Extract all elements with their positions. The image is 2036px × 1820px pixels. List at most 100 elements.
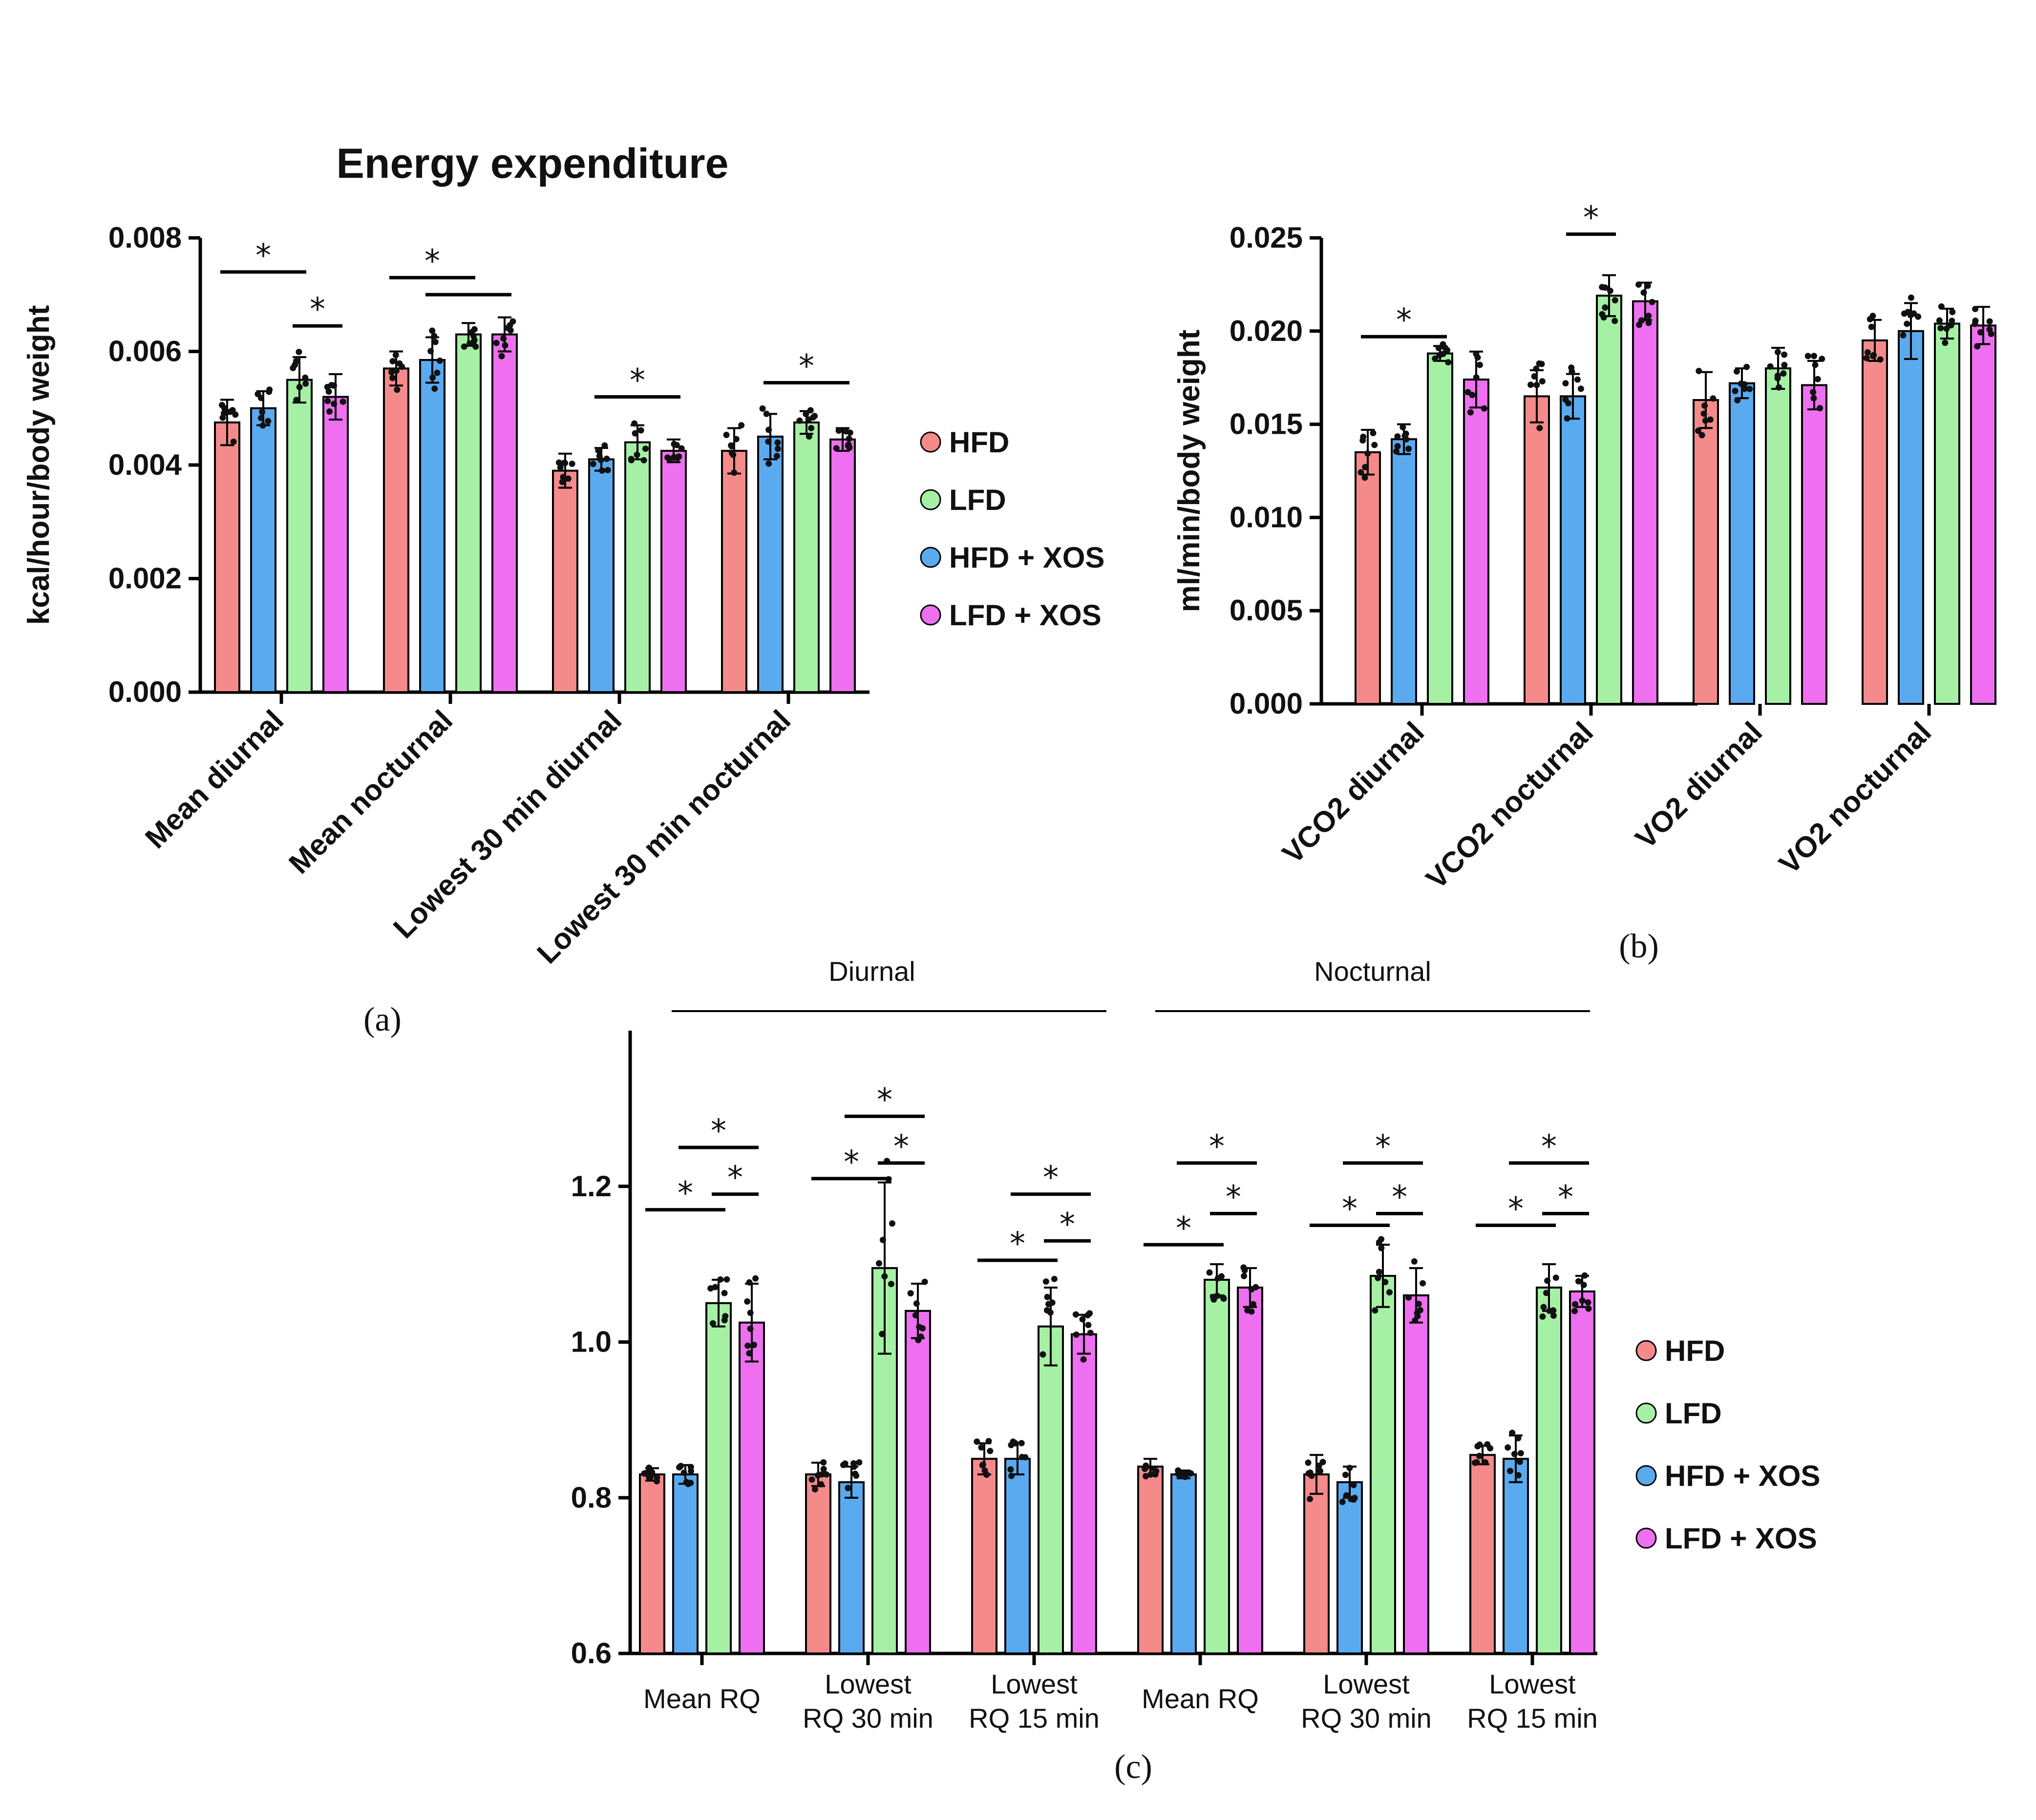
chart-c-data-point [1305,1459,1312,1466]
chart-b-data-point [1565,400,1571,407]
chart-b-data-point [1741,385,1748,392]
chart-c-data-point [1585,1299,1591,1306]
chart-b-data-point [1810,395,1817,402]
chart-c-data-point [820,1459,827,1466]
chart-c-data-point [842,1460,848,1467]
chart-b-data-point [1977,329,1984,336]
chart-c-data-point [1022,1454,1029,1460]
chart-c-data-point [1507,1467,1514,1474]
chart-c-data-point [1018,1440,1025,1447]
chart-c-data-point [1411,1258,1418,1265]
chart-a-data-point [434,369,441,376]
chart-b-data-point [1564,415,1570,422]
chart-a-data-point [590,461,596,467]
chart-a-data-point [631,420,638,427]
chart-c-significance-star: * [1342,1191,1357,1227]
chart-c-data-point [752,1275,759,1282]
chart-b-data-point [1732,387,1739,394]
chart-c-data-point [1317,1467,1324,1474]
chart-c-category-label: Lowest RQ 30 min [803,1669,933,1734]
chart-c-data-point [881,1273,888,1280]
chart-c-y-tick-label: 0.6 [571,1637,612,1670]
chart-c-data-point [1579,1297,1586,1304]
chart-a-data-point [601,442,608,449]
chart-b-data-point [1393,448,1400,455]
chart-c-data-point [1350,1481,1357,1488]
chart-c-data-point [649,1469,656,1476]
chart-b-data-point [1371,442,1378,448]
chart-b-data-point [1804,353,1811,360]
chart-c-data-point [1182,1473,1188,1480]
chart-a-data-point [560,474,567,481]
chart-b-data-point [1900,332,1907,339]
chart-a-data-point [678,445,685,452]
chart-b-data-point [1635,281,1642,288]
chart-c-data-point [1250,1301,1256,1308]
chart-a-data-point [565,475,572,482]
chart-b-data-point [1707,416,1714,423]
chart-b-data-point [1743,363,1750,370]
chart-c-data-point [1147,1471,1154,1478]
chart-b-data-point [1612,297,1618,304]
chart-c-data-point [1039,1351,1046,1358]
chart-b-data-point [1474,354,1481,361]
chart-a-bar-lfd-xos [660,449,687,693]
chart-a-data-point [561,460,568,466]
chart-c-data-point [709,1320,716,1327]
chart-a-data-point [569,461,575,467]
chart-a-data-point [733,436,740,443]
panel-label-c: (c) [1114,1748,1152,1786]
chart-c-data-point [1571,1308,1578,1314]
chart-c-data-point [811,1486,818,1493]
chart-b-bar-hfd-xos [1729,382,1755,705]
chart-c-category-label: Lowest RQ 15 min [1467,1669,1598,1734]
chart-b-data-point [1533,365,1540,372]
chart-a-data-point [642,445,649,452]
chart-c-category-label: Mean RQ [1142,1683,1259,1714]
chart-c-data-point [1218,1273,1225,1280]
chart-b-data-point [1645,319,1652,326]
chart-b: 0.000 0.005 0.010 0.015 0.020 0.025 ml/min/bod… [1172,200,1996,895]
chart-c-data-point [1511,1451,1518,1458]
legend-label: LFD + XOS [949,599,1102,632]
chart-b-data-point [1599,284,1606,291]
chart-c-data-point [808,1476,815,1483]
chart-a-data-point [302,380,309,387]
chart-c-data-point [1517,1450,1524,1457]
chart-c-data-point [916,1324,923,1331]
chart-c-data-point [1343,1492,1350,1499]
legend-bottom: HFD LFD HFD + XOS LFD + XOS [1635,1334,1820,1555]
chart-a-data-point [388,369,395,376]
chart-c-data-point [1372,1307,1379,1314]
chart-c-data-point [1319,1459,1326,1465]
chart-a-data-point [394,386,401,393]
chart-b-data-point [1702,417,1709,424]
chart-b-bar-lfd-xos [1463,379,1489,705]
chart-c-data-point [646,1464,653,1471]
chart-c-data-point [1051,1275,1058,1282]
chart-b-data-point [1444,347,1451,354]
chart-a-data-point [431,385,438,392]
chart-a-title: Energy expenditure [337,140,729,187]
chart-a-data-point [470,339,477,346]
chart-a-data-point [389,358,396,365]
chart-b-data-point [1746,385,1753,392]
chart-a-data-point [759,405,766,412]
chart-c-data-point [1515,1435,1522,1441]
chart-c-data-point [850,1460,857,1467]
chart-b-bar-hfd [1355,451,1381,705]
chart-b-data-point [1361,474,1368,481]
chart-a-data-point [296,383,303,390]
legend-swatch [1635,1465,1657,1486]
chart-b-data-point [1394,443,1401,449]
chart-b-data-point [1698,432,1705,439]
chart-a-data-point [774,445,781,452]
chart-a-data-point [502,342,509,349]
chart-b-data-point [1949,309,1956,316]
chart-c-data-point [912,1312,919,1319]
chart-a-data-point [432,339,439,345]
chart-a-significance-star: * [255,238,271,274]
chart-c-significance-star: * [711,1113,726,1149]
chart-c-data-point [814,1472,821,1479]
chart-b-data-point [1811,353,1818,360]
